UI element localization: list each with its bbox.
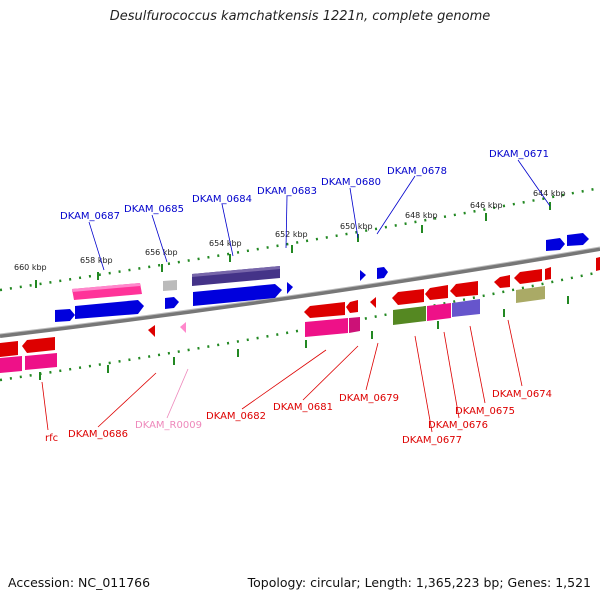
top-leader-lines [88, 159, 551, 271]
gene-dkam-r0009 [180, 322, 186, 333]
genome-summary: Topology: circular; Length: 1,365,223 bp… [247, 575, 591, 590]
gene-blue-right-1 [546, 238, 565, 251]
gene-label: DKAM_0685 [124, 204, 184, 215]
tick-label: 656 kbp [145, 248, 178, 257]
gene-rfc-2 [22, 337, 55, 353]
gene-dkam-0676 [427, 303, 451, 321]
gene-dkam-0674 [516, 286, 545, 303]
gene-dkam-0675-top [450, 281, 478, 297]
gene-dkam-0676-top [425, 285, 448, 300]
reverse-genes [0, 257, 600, 373]
gene-dkam-0683 [287, 282, 293, 294]
gene-pink-left [0, 356, 22, 373]
leader-line-r0009 [166, 368, 189, 419]
gene-label: DKAM_0674 [492, 389, 552, 400]
gene-dkam-0686 [148, 325, 155, 337]
gene-label: DKAM_0684 [192, 194, 252, 205]
genome-backbone [0, 247, 600, 338]
gene-label: DKAM_0671 [489, 149, 549, 160]
gene-dkam-0677 [393, 306, 426, 325]
tick-label: 644 kbp [533, 189, 566, 198]
gene-label: DKAM_0687 [60, 211, 120, 222]
gene-label: DKAM_0680 [321, 177, 381, 188]
gene-dkam-0685 [165, 297, 179, 309]
tick-label: 654 kbp [209, 239, 242, 248]
map-title: Desulfurococcus kamchatkensis 1221n, com… [109, 9, 491, 24]
tick-label: 648 kbp [405, 211, 438, 220]
gene-label: DKAM_0681 [273, 402, 333, 413]
gene-dkam-0684 [193, 284, 282, 306]
gene-pink-mid [305, 318, 348, 337]
gene-dkam-0682 [304, 302, 345, 318]
gene-dkam-0679 [370, 297, 376, 308]
gene-label: DKAM_0678 [387, 166, 447, 177]
gene-red-edge [596, 257, 600, 271]
gene-label: DKAM_R0009 [135, 420, 202, 431]
gene-dkam-0680 [360, 270, 366, 281]
gene-rfc-1 [0, 341, 18, 357]
gene-label: DKAM_0683 [257, 186, 317, 197]
gene-dkam-0677-top [392, 289, 424, 305]
tick-label: 658 kbp [80, 256, 113, 265]
gene-label: DKAM_0679 [339, 393, 399, 404]
gene-grey [163, 280, 177, 291]
lower-major-ticks [39, 296, 569, 380]
gene-label: DKAM_0676 [428, 420, 488, 431]
bottom-leader-lines [41, 319, 523, 433]
gene-label: DKAM_0686 [68, 429, 128, 440]
forward-genes [55, 233, 589, 322]
gene-dkam-0681 [346, 300, 358, 313]
gene-blue-small-1 [55, 309, 75, 322]
accession-text: Accession: NC_011766 [8, 575, 151, 590]
gene-label: DKAM_0682 [206, 411, 266, 422]
tick-label: 652 kbp [275, 230, 308, 239]
gene-red-right-2 [514, 269, 542, 284]
gene-red-right-3 [545, 267, 551, 280]
gene-label: DKAM_0677 [402, 435, 462, 446]
gene-dkam-0671 [567, 233, 589, 246]
gene-label: DKAM_0675 [455, 406, 515, 417]
upper-ruler [0, 186, 600, 292]
gene-dkam-0675 [452, 299, 480, 317]
tick-label: 660 kbp [14, 263, 47, 272]
gene-dkam-0678 [377, 267, 388, 279]
tick-label: 646 kbp [470, 201, 503, 210]
gene-red-right-1 [494, 275, 510, 288]
gene-dkam-0687 [75, 300, 144, 319]
gene-label: rfc [45, 433, 58, 444]
